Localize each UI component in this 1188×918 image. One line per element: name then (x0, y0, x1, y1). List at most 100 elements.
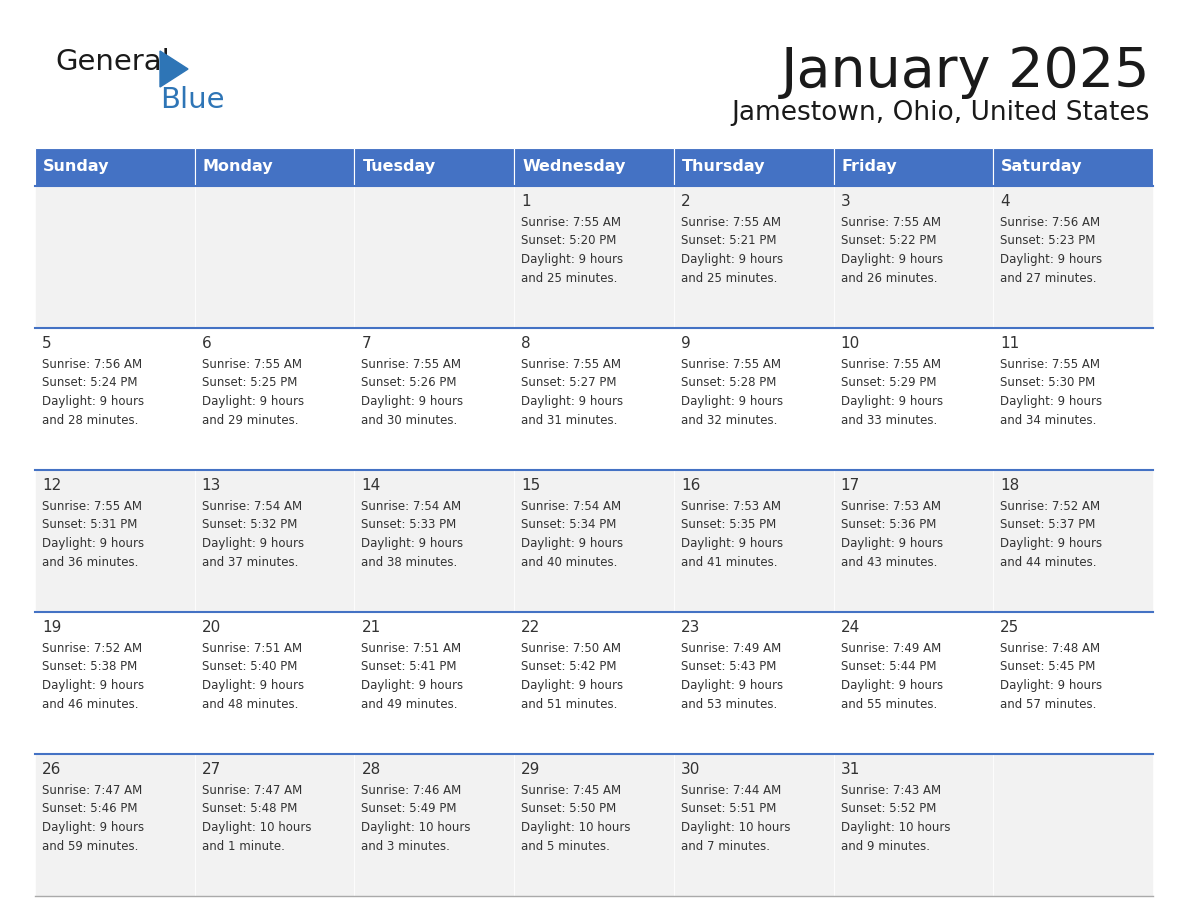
Bar (674, 328, 834, 470)
Text: Saturday: Saturday (1001, 160, 1082, 174)
Text: 25: 25 (1000, 620, 1019, 635)
Text: Sunrise: 7:54 AM
Sunset: 5:32 PM
Daylight: 9 hours
and 37 minutes.: Sunrise: 7:54 AM Sunset: 5:32 PM Dayligh… (202, 500, 304, 568)
Bar (674, 470, 834, 612)
Text: 7: 7 (361, 336, 371, 351)
Bar (354, 754, 514, 896)
Text: 27: 27 (202, 762, 221, 777)
Bar (514, 186, 674, 328)
Text: Sunday: Sunday (43, 160, 109, 174)
Bar (514, 612, 674, 754)
Text: 6: 6 (202, 336, 211, 351)
Text: Sunrise: 7:55 AM
Sunset: 5:30 PM
Daylight: 9 hours
and 34 minutes.: Sunrise: 7:55 AM Sunset: 5:30 PM Dayligh… (1000, 358, 1102, 427)
Text: 8: 8 (522, 336, 531, 351)
Text: 4: 4 (1000, 194, 1010, 209)
Bar (354, 148, 514, 186)
Text: 22: 22 (522, 620, 541, 635)
Bar (195, 612, 354, 754)
Polygon shape (160, 51, 188, 87)
Text: 19: 19 (42, 620, 62, 635)
Text: Sunrise: 7:50 AM
Sunset: 5:42 PM
Daylight: 9 hours
and 51 minutes.: Sunrise: 7:50 AM Sunset: 5:42 PM Dayligh… (522, 642, 624, 711)
Text: 23: 23 (681, 620, 700, 635)
Bar (993, 612, 1154, 754)
Text: Sunrise: 7:53 AM
Sunset: 5:35 PM
Daylight: 9 hours
and 41 minutes.: Sunrise: 7:53 AM Sunset: 5:35 PM Dayligh… (681, 500, 783, 568)
Text: 21: 21 (361, 620, 380, 635)
Text: 1: 1 (522, 194, 531, 209)
Text: Monday: Monday (203, 160, 273, 174)
Text: Sunrise: 7:55 AM
Sunset: 5:26 PM
Daylight: 9 hours
and 30 minutes.: Sunrise: 7:55 AM Sunset: 5:26 PM Dayligh… (361, 358, 463, 427)
Bar (34, 186, 195, 328)
Text: Sunrise: 7:55 AM
Sunset: 5:20 PM
Daylight: 9 hours
and 25 minutes.: Sunrise: 7:55 AM Sunset: 5:20 PM Dayligh… (522, 216, 624, 285)
Bar (993, 186, 1154, 328)
Text: Sunrise: 7:55 AM
Sunset: 5:29 PM
Daylight: 9 hours
and 33 minutes.: Sunrise: 7:55 AM Sunset: 5:29 PM Dayligh… (841, 358, 943, 427)
Text: Blue: Blue (160, 86, 225, 114)
Bar (34, 612, 195, 754)
Text: 2: 2 (681, 194, 690, 209)
Text: 26: 26 (42, 762, 62, 777)
Bar (195, 470, 354, 612)
Text: Sunrise: 7:54 AM
Sunset: 5:34 PM
Daylight: 9 hours
and 40 minutes.: Sunrise: 7:54 AM Sunset: 5:34 PM Dayligh… (522, 500, 624, 568)
Text: 3: 3 (841, 194, 851, 209)
Text: Sunrise: 7:53 AM
Sunset: 5:36 PM
Daylight: 9 hours
and 43 minutes.: Sunrise: 7:53 AM Sunset: 5:36 PM Dayligh… (841, 500, 943, 568)
Bar (834, 148, 993, 186)
Text: Sunrise: 7:51 AM
Sunset: 5:41 PM
Daylight: 9 hours
and 49 minutes.: Sunrise: 7:51 AM Sunset: 5:41 PM Dayligh… (361, 642, 463, 711)
Bar (993, 148, 1154, 186)
Text: 9: 9 (681, 336, 690, 351)
Text: Sunrise: 7:47 AM
Sunset: 5:48 PM
Daylight: 10 hours
and 1 minute.: Sunrise: 7:47 AM Sunset: 5:48 PM Dayligh… (202, 784, 311, 853)
Text: Sunrise: 7:44 AM
Sunset: 5:51 PM
Daylight: 10 hours
and 7 minutes.: Sunrise: 7:44 AM Sunset: 5:51 PM Dayligh… (681, 784, 790, 853)
Text: Sunrise: 7:47 AM
Sunset: 5:46 PM
Daylight: 9 hours
and 59 minutes.: Sunrise: 7:47 AM Sunset: 5:46 PM Dayligh… (42, 784, 144, 853)
Bar (993, 470, 1154, 612)
Text: General: General (55, 48, 170, 76)
Text: 14: 14 (361, 478, 380, 493)
Text: Tuesday: Tuesday (362, 160, 436, 174)
Text: 29: 29 (522, 762, 541, 777)
Bar (674, 148, 834, 186)
Bar (834, 328, 993, 470)
Bar (354, 328, 514, 470)
Text: 28: 28 (361, 762, 380, 777)
Bar (834, 186, 993, 328)
Bar (354, 612, 514, 754)
Bar (354, 470, 514, 612)
Text: Sunrise: 7:55 AM
Sunset: 5:31 PM
Daylight: 9 hours
and 36 minutes.: Sunrise: 7:55 AM Sunset: 5:31 PM Dayligh… (42, 500, 144, 568)
Bar (514, 148, 674, 186)
Bar (34, 148, 195, 186)
Text: Sunrise: 7:55 AM
Sunset: 5:27 PM
Daylight: 9 hours
and 31 minutes.: Sunrise: 7:55 AM Sunset: 5:27 PM Dayligh… (522, 358, 624, 427)
Bar (514, 470, 674, 612)
Text: Sunrise: 7:55 AM
Sunset: 5:22 PM
Daylight: 9 hours
and 26 minutes.: Sunrise: 7:55 AM Sunset: 5:22 PM Dayligh… (841, 216, 943, 285)
Bar (993, 328, 1154, 470)
Bar (674, 612, 834, 754)
Text: 10: 10 (841, 336, 860, 351)
Text: Sunrise: 7:52 AM
Sunset: 5:38 PM
Daylight: 9 hours
and 46 minutes.: Sunrise: 7:52 AM Sunset: 5:38 PM Dayligh… (42, 642, 144, 711)
Text: Sunrise: 7:55 AM
Sunset: 5:28 PM
Daylight: 9 hours
and 32 minutes.: Sunrise: 7:55 AM Sunset: 5:28 PM Dayligh… (681, 358, 783, 427)
Text: Sunrise: 7:54 AM
Sunset: 5:33 PM
Daylight: 9 hours
and 38 minutes.: Sunrise: 7:54 AM Sunset: 5:33 PM Dayligh… (361, 500, 463, 568)
Bar (34, 470, 195, 612)
Text: Sunrise: 7:45 AM
Sunset: 5:50 PM
Daylight: 10 hours
and 5 minutes.: Sunrise: 7:45 AM Sunset: 5:50 PM Dayligh… (522, 784, 631, 853)
Bar (34, 754, 195, 896)
Text: 31: 31 (841, 762, 860, 777)
Bar (195, 186, 354, 328)
Bar (993, 754, 1154, 896)
Text: Friday: Friday (841, 160, 897, 174)
Bar (514, 328, 674, 470)
Text: 16: 16 (681, 478, 700, 493)
Bar (34, 328, 195, 470)
Text: Sunrise: 7:55 AM
Sunset: 5:25 PM
Daylight: 9 hours
and 29 minutes.: Sunrise: 7:55 AM Sunset: 5:25 PM Dayligh… (202, 358, 304, 427)
Text: 17: 17 (841, 478, 860, 493)
Text: Sunrise: 7:48 AM
Sunset: 5:45 PM
Daylight: 9 hours
and 57 minutes.: Sunrise: 7:48 AM Sunset: 5:45 PM Dayligh… (1000, 642, 1102, 711)
Text: 15: 15 (522, 478, 541, 493)
Text: Sunrise: 7:49 AM
Sunset: 5:44 PM
Daylight: 9 hours
and 55 minutes.: Sunrise: 7:49 AM Sunset: 5:44 PM Dayligh… (841, 642, 943, 711)
Text: 24: 24 (841, 620, 860, 635)
Text: Sunrise: 7:56 AM
Sunset: 5:24 PM
Daylight: 9 hours
and 28 minutes.: Sunrise: 7:56 AM Sunset: 5:24 PM Dayligh… (42, 358, 144, 427)
Bar (674, 754, 834, 896)
Bar (834, 612, 993, 754)
Text: January 2025: January 2025 (781, 45, 1150, 99)
Bar (195, 754, 354, 896)
Bar (834, 470, 993, 612)
Text: 30: 30 (681, 762, 700, 777)
Bar (354, 186, 514, 328)
Text: 5: 5 (42, 336, 51, 351)
Text: 20: 20 (202, 620, 221, 635)
Text: Wednesday: Wednesday (523, 160, 626, 174)
Bar (514, 754, 674, 896)
Bar (674, 186, 834, 328)
